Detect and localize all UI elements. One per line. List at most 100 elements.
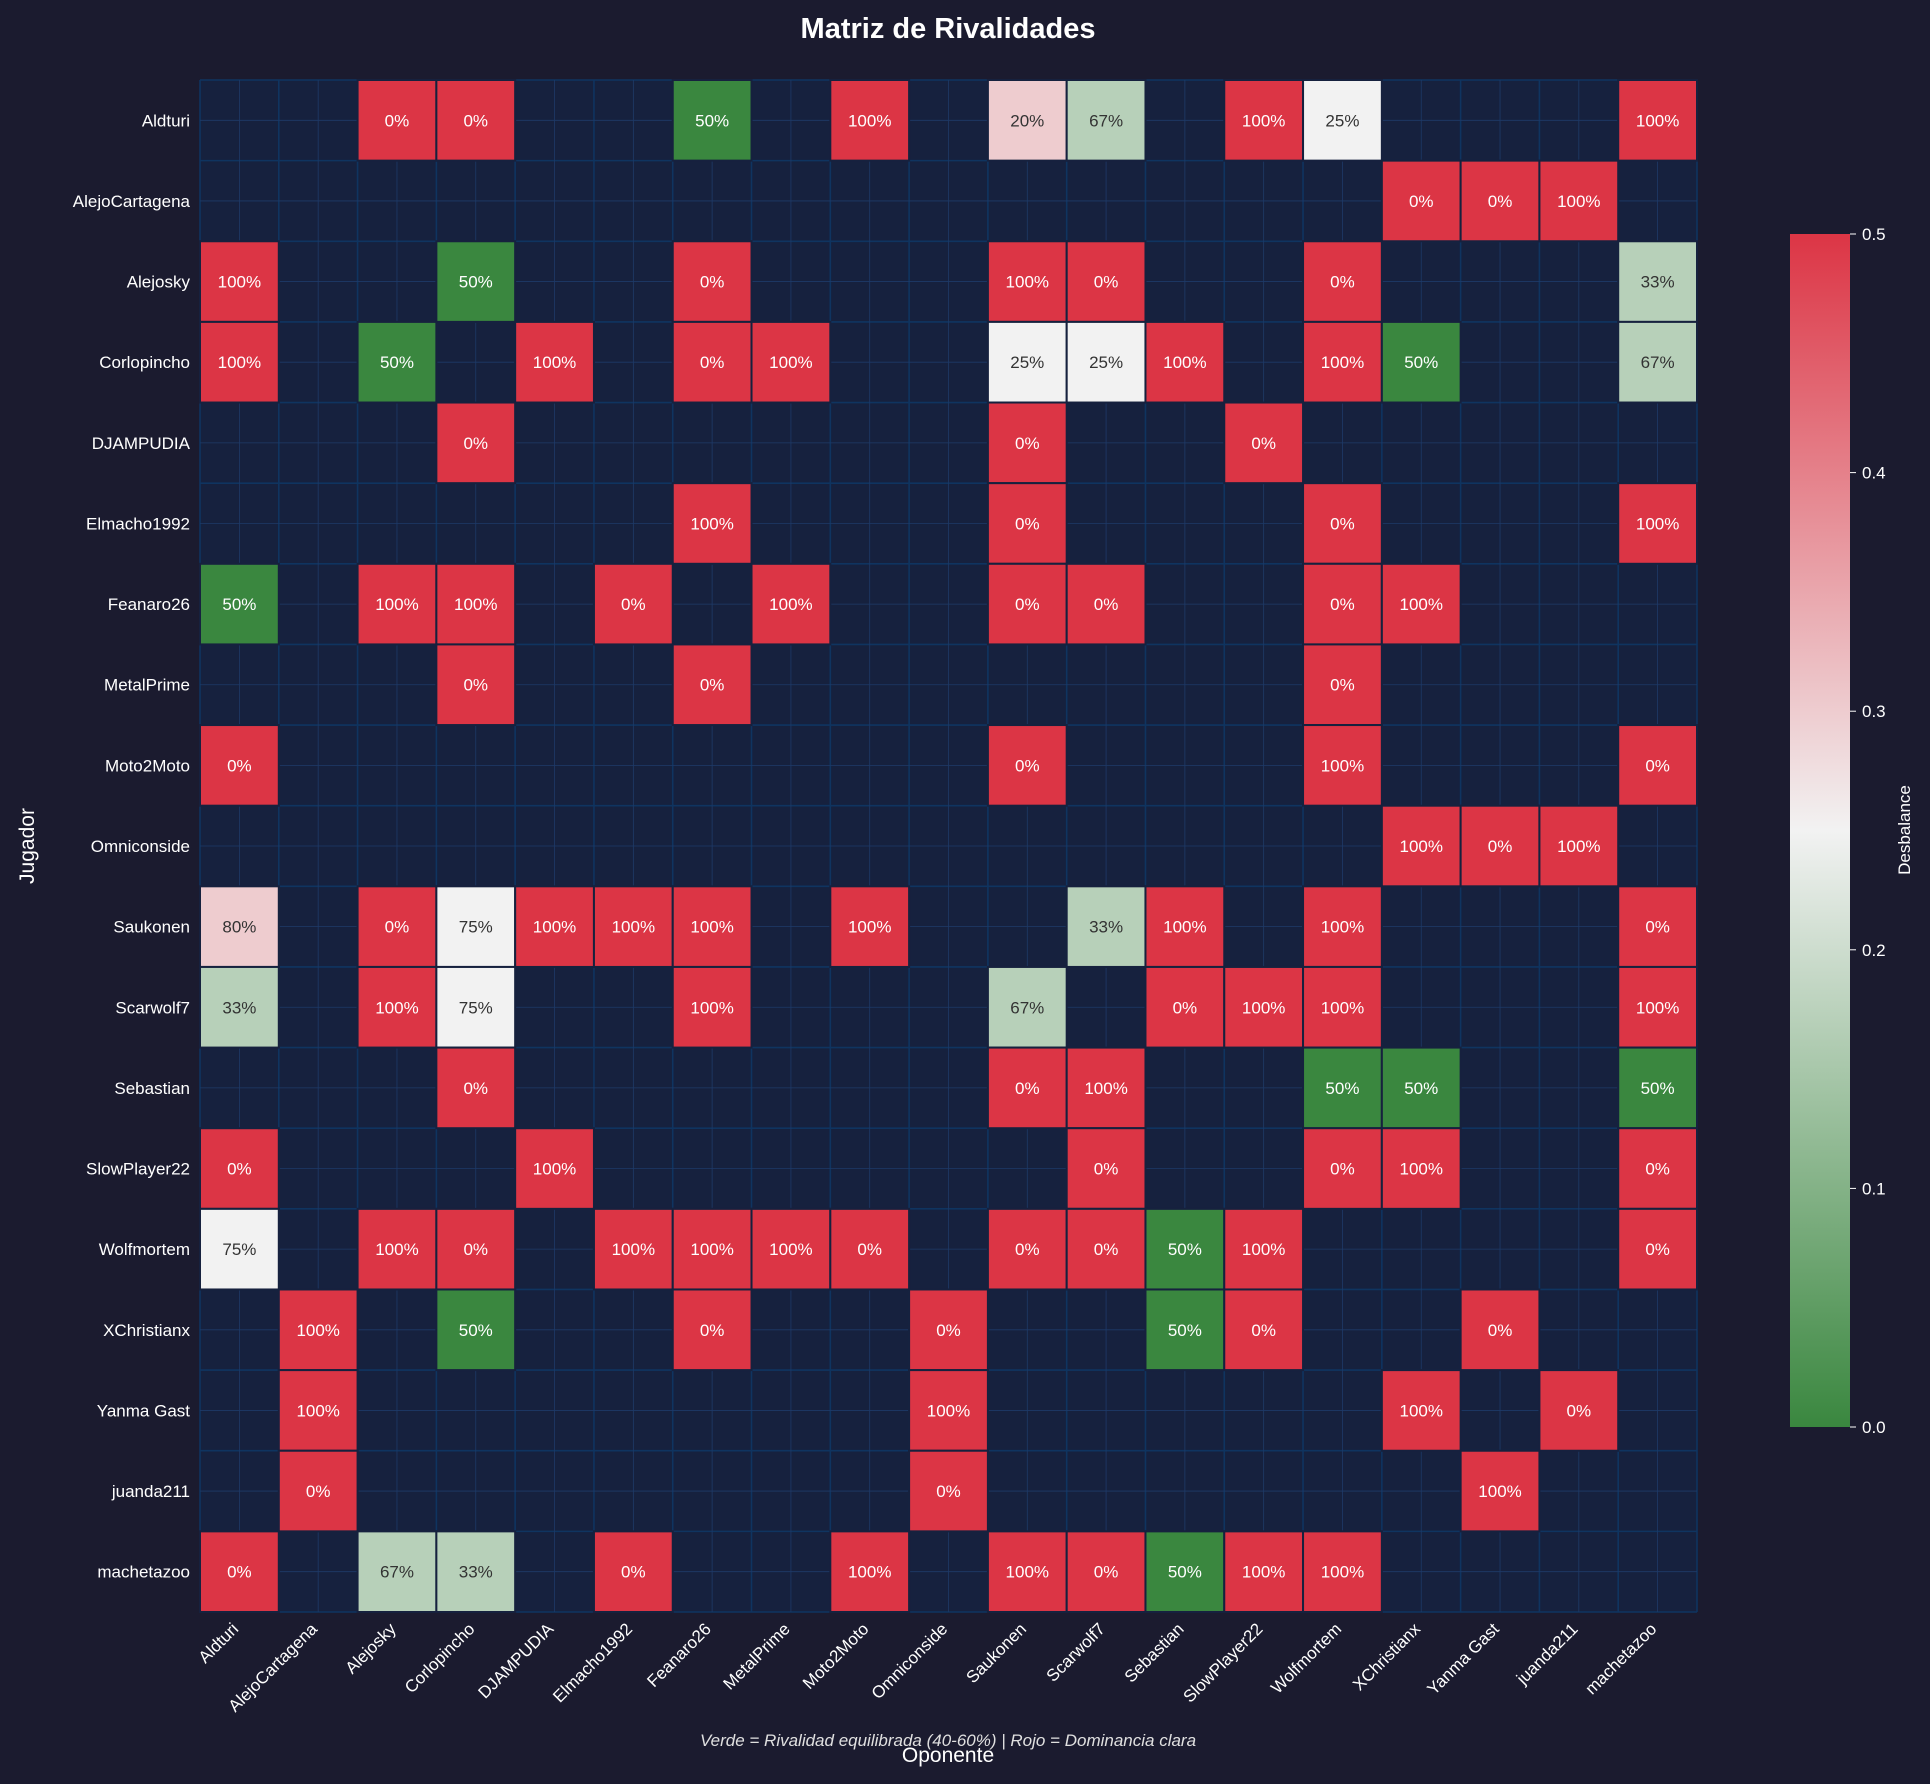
cell-value-label: 100% [769, 353, 812, 372]
heatmap-cell [750, 562, 832, 646]
cell-value-label: 0% [1015, 434, 1040, 453]
colorbar-tick-label: 0.1 [1862, 1179, 1886, 1198]
cell-value-label: 0% [1645, 1240, 1670, 1259]
y-axis-tick-labels: Aldturi AlejoCartagena Alejosky Corlopincho… [73, 111, 191, 1581]
heatmap-cell [1459, 159, 1541, 243]
heatmap-cell [1617, 965, 1699, 1049]
cell-value-label: 0% [1567, 1401, 1592, 1420]
cell-value-label: 100% [769, 595, 812, 614]
cell-value-label: 0% [1015, 756, 1040, 775]
cell-value-label: 100% [1557, 837, 1600, 856]
cell-value-label: 0% [1015, 595, 1040, 614]
heatmap-cell [1617, 240, 1699, 323]
cell-labels: 0% 0% 50% 100% 20% 67% 100% 25% 100% 0% 0% 100% 100%… [218, 111, 1680, 1581]
cell-value-label: 67% [380, 1563, 414, 1582]
cell-value-label: 0% [1330, 514, 1355, 533]
y-tick-label: SlowPlayer22 [86, 1160, 190, 1179]
cell-value-label: 0% [857, 1240, 882, 1259]
heatmap-cell [750, 320, 832, 404]
colorbar [1790, 234, 1850, 1427]
heatmap-cell [199, 965, 280, 1049]
heatmap-cell [1302, 1530, 1383, 1613]
y-tick-label: juanda211 [111, 1482, 190, 1501]
y-tick-label: MetalPrime [104, 676, 190, 695]
heatmap-cells [199, 79, 1699, 1613]
cell-value-label: 0% [1094, 595, 1119, 614]
heatmap-cell [1380, 562, 1462, 646]
cell-value-label: 50% [1641, 1079, 1675, 1098]
cell-value-label: 0% [1409, 192, 1434, 211]
cell-value-label: 25% [1010, 353, 1044, 372]
cell-value-label: 67% [1010, 998, 1044, 1017]
heatmap-cell [435, 562, 517, 646]
cell-value-label: 100% [1636, 998, 1679, 1017]
heatmap-cell [1223, 965, 1305, 1049]
cell-value-label: 0% [1015, 514, 1040, 533]
colorbar-tick-label: 0.4 [1862, 464, 1886, 483]
heatmap-cell [1459, 1288, 1541, 1372]
heatmap-cell [1065, 1207, 1147, 1291]
cell-value-label: 100% [848, 111, 891, 130]
cell-value-label: 100% [1321, 998, 1364, 1017]
cell-value-label: 100% [1242, 998, 1285, 1017]
heatmap-cell [986, 482, 1068, 565]
heatmap-cell [1302, 79, 1383, 162]
cell-value-label: 50% [459, 273, 493, 292]
cell-value-label: 20% [1010, 111, 1044, 130]
heatmap-cell [514, 1127, 595, 1210]
heatmap-cell [908, 1449, 989, 1533]
cell-value-label: 100% [375, 1240, 418, 1259]
heatmap-cell [1144, 320, 1226, 404]
heatmap-cell [199, 240, 280, 323]
cell-value-label: 0% [936, 1321, 961, 1340]
heatmap-cell [435, 401, 517, 485]
y-tick-label: machetazoo [97, 1563, 190, 1582]
cell-value-label: 0% [1330, 1160, 1355, 1179]
y-tick-label: Corlopincho [99, 353, 190, 372]
cell-value-label: 100% [533, 918, 576, 937]
heatmap-cell [1380, 804, 1462, 888]
cell-value-label: 25% [1325, 111, 1359, 130]
x-axis-label: Oponente [902, 1744, 994, 1767]
cell-value-label: 0% [936, 1482, 961, 1501]
cell-value-label: 0% [700, 676, 725, 695]
heatmap-cell [1065, 1046, 1147, 1130]
y-tick-label: Alejosky [127, 273, 191, 292]
heatmap-cell [356, 1530, 438, 1613]
cell-value-label: 0% [1015, 1079, 1040, 1098]
heatmap-cell [592, 1207, 674, 1291]
cell-value-label: 0% [227, 1563, 252, 1582]
y-tick-label: Aldturi [142, 111, 190, 130]
cell-value-label: 33% [459, 1563, 493, 1582]
heatmap-cell [986, 1530, 1068, 1613]
heatmap-cell [671, 965, 753, 1049]
heatmap-cell [1538, 804, 1620, 888]
cell-value-label: 0% [1251, 434, 1276, 453]
heatmap-cell [1617, 79, 1699, 162]
cell-value-label: 100% [1242, 1240, 1285, 1259]
cell-value-label: 75% [222, 1240, 256, 1259]
y-axis-label: Jugador [16, 808, 39, 884]
y-tick-label: Scarwolf7 [115, 998, 190, 1017]
heatmap-cell [277, 1288, 359, 1372]
heatmap-cell [1380, 320, 1462, 404]
cell-value-label: 0% [1094, 1240, 1119, 1259]
cell-value-label: 50% [1325, 1079, 1359, 1098]
heatmap-cell [592, 885, 674, 968]
cell-value-label: 100% [1163, 918, 1206, 937]
cell-value-label: 50% [380, 353, 414, 372]
y-tick-label: Elmacho1992 [86, 514, 190, 533]
cell-value-label: 50% [1168, 1563, 1202, 1582]
heatmap-cell [1617, 320, 1699, 404]
heatmap-cell [1144, 965, 1226, 1049]
heatmap-cell [1223, 401, 1305, 485]
heatmap-cell [514, 320, 595, 404]
heatmap-cell [829, 1530, 911, 1613]
cell-value-label: 100% [1399, 837, 1442, 856]
cell-value-label: 0% [1015, 1240, 1040, 1259]
heatmap-cell [592, 562, 674, 646]
heatmap-cell [1380, 159, 1462, 243]
cell-value-label: 100% [296, 1321, 339, 1340]
cell-value-label: 100% [1084, 1079, 1127, 1098]
